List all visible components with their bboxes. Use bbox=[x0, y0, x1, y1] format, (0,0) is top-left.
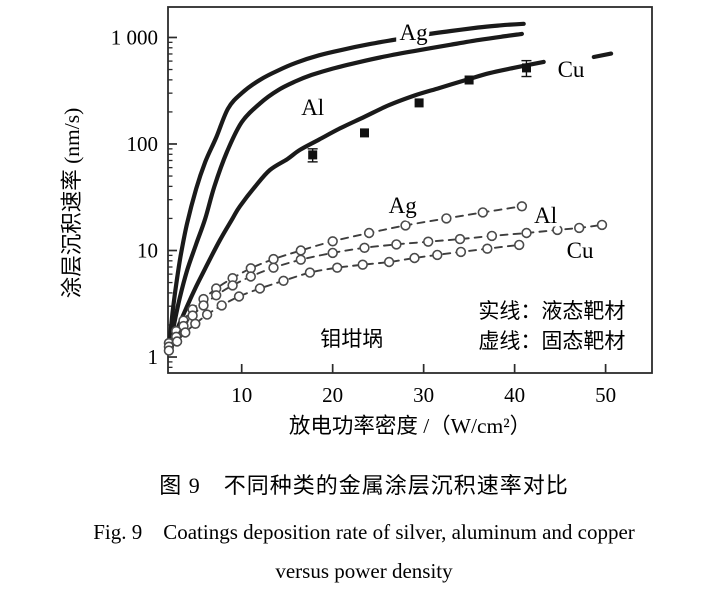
cu-solid-target-marker bbox=[304, 267, 316, 278]
al-solid-target-marker bbox=[391, 239, 402, 250]
deposition-rate-chart: 1 10 100 1 000 10 20 30 40 50 放电功率密度 /（W/cm²） 涂层沉积… bbox=[0, 0, 728, 450]
ag-solid-target-curve bbox=[167, 205, 523, 345]
al-liquid-curve bbox=[167, 31, 524, 347]
al-solid-target-marker bbox=[268, 262, 279, 273]
al-solid-target-marker bbox=[227, 280, 238, 291]
ag-solid-target-marker bbox=[400, 220, 411, 231]
al-solid-target-marker bbox=[486, 230, 498, 242]
cu-solid-target-marker bbox=[190, 318, 201, 329]
caption-chinese: 图 9 不同种类的金属涂层沉积速率对比 bbox=[159, 473, 569, 498]
ag-solid-target-marker bbox=[268, 253, 279, 265]
al-solid-target-marker bbox=[521, 227, 532, 239]
annotation-legend-solid-note: 实线：液态靶材 bbox=[478, 299, 625, 323]
cu-solid-target-marker bbox=[163, 345, 175, 356]
ag-solid-target-marker bbox=[477, 207, 488, 218]
annotation-crucible-note: 钼坩埚 bbox=[320, 327, 383, 351]
caption-english-line2: versus power density bbox=[275, 558, 453, 583]
cu-solid-target-marker bbox=[455, 246, 467, 258]
chart-area: 1 10 100 1 000 10 20 30 40 50 放电功率密度 /（W/cm²） 涂层沉积… bbox=[0, 0, 728, 450]
y-tick-label: 100 bbox=[127, 132, 159, 156]
figure-caption: 图 9 不同种类的金属涂层沉积速率对比 Fig. 9 Coatings depo… bbox=[0, 472, 728, 584]
cu-liquid-curve bbox=[167, 59, 546, 351]
x-tick-label: 30 bbox=[413, 383, 434, 407]
al-liquid-label: Al bbox=[301, 95, 324, 120]
al-solid-target-marker bbox=[198, 300, 209, 311]
cu-solid-target-marker bbox=[254, 283, 266, 294]
cu-solid-target-marker bbox=[432, 249, 443, 261]
y-tick-label: 1 000 bbox=[111, 25, 158, 49]
cu-liquid-data-marker bbox=[360, 128, 369, 138]
cu-solid-target-marker bbox=[357, 259, 368, 270]
x-axis-title: 放电功率密度 /（W/cm²） bbox=[289, 414, 531, 438]
cu-solid-target-marker bbox=[383, 256, 395, 268]
cu-solid-target-marker bbox=[171, 336, 183, 347]
x-tick-label: 10 bbox=[231, 383, 252, 407]
annotation-legend-dashed-note: 虚线：固态靶材 bbox=[478, 329, 625, 353]
al-solid-target-marker bbox=[359, 242, 370, 254]
cu-liquid-data-marker bbox=[414, 98, 424, 108]
al-solid-target-marker bbox=[573, 222, 585, 234]
al-solid-target-marker bbox=[454, 233, 466, 245]
x-tick-label: 40 bbox=[504, 383, 525, 407]
figure-9: 1 10 100 1 000 10 20 30 40 50 放电功率密度 /（W/cm²） 涂层沉积… bbox=[0, 0, 728, 584]
al-solid-target-marker bbox=[596, 219, 608, 231]
al-solid-target-marker bbox=[211, 290, 222, 301]
ag-solid-target-marker bbox=[363, 227, 375, 239]
cu-solid-target-marker bbox=[482, 243, 493, 254]
ag-solid-target-marker bbox=[441, 213, 452, 224]
ag-liquid-curve bbox=[167, 21, 526, 342]
al-solid-target-marker bbox=[295, 254, 306, 265]
cu-solid-target-marker bbox=[513, 239, 525, 251]
ag-solid-target-marker bbox=[327, 236, 338, 247]
al-solid-target-marker bbox=[552, 224, 563, 236]
caption-english-line1: Fig. 9 Coatings deposition rate of silve… bbox=[93, 519, 635, 544]
cu-liquid-data-marker bbox=[464, 75, 474, 85]
y-tick-label: 1 bbox=[148, 345, 159, 369]
cu-liquid-label: Cu bbox=[558, 57, 585, 82]
cu-solid-target-marker bbox=[278, 275, 289, 286]
cu-solid-target-marker bbox=[409, 252, 420, 264]
y-tick-label: 10 bbox=[137, 239, 158, 263]
cu-solid-target-marker bbox=[180, 327, 191, 338]
cu-liquid-data-marker bbox=[308, 150, 318, 160]
cu-solid-target-marker bbox=[201, 309, 213, 320]
cu-solid-target-marker bbox=[332, 262, 343, 273]
y-axis-title: 涂层沉积速率 (nm/s) bbox=[60, 108, 84, 299]
cu-solid-target-label: Cu bbox=[567, 238, 594, 263]
cu-liquid-curve-extension bbox=[591, 51, 614, 60]
ag-solid-target-marker bbox=[516, 201, 528, 212]
cu-solid-target-marker bbox=[216, 300, 227, 311]
ag-solid-target-label: Ag bbox=[389, 193, 418, 218]
cu-solid-target-marker bbox=[233, 291, 245, 302]
al-solid-target-label: Al bbox=[534, 203, 557, 228]
cu-liquid-data-marker bbox=[522, 63, 531, 73]
al-solid-target-marker bbox=[327, 247, 338, 259]
al-solid-target-marker bbox=[245, 271, 257, 282]
ag-liquid-label: Ag bbox=[400, 20, 429, 45]
cu-solid-target-curve bbox=[167, 243, 521, 352]
al-solid-target-marker bbox=[423, 236, 434, 247]
x-tick-label: 50 bbox=[595, 383, 616, 407]
plot-frame bbox=[167, 6, 653, 374]
chart-background bbox=[0, 0, 728, 450]
ag-solid-target-marker bbox=[295, 245, 306, 256]
x-tick-label: 20 bbox=[322, 383, 343, 407]
